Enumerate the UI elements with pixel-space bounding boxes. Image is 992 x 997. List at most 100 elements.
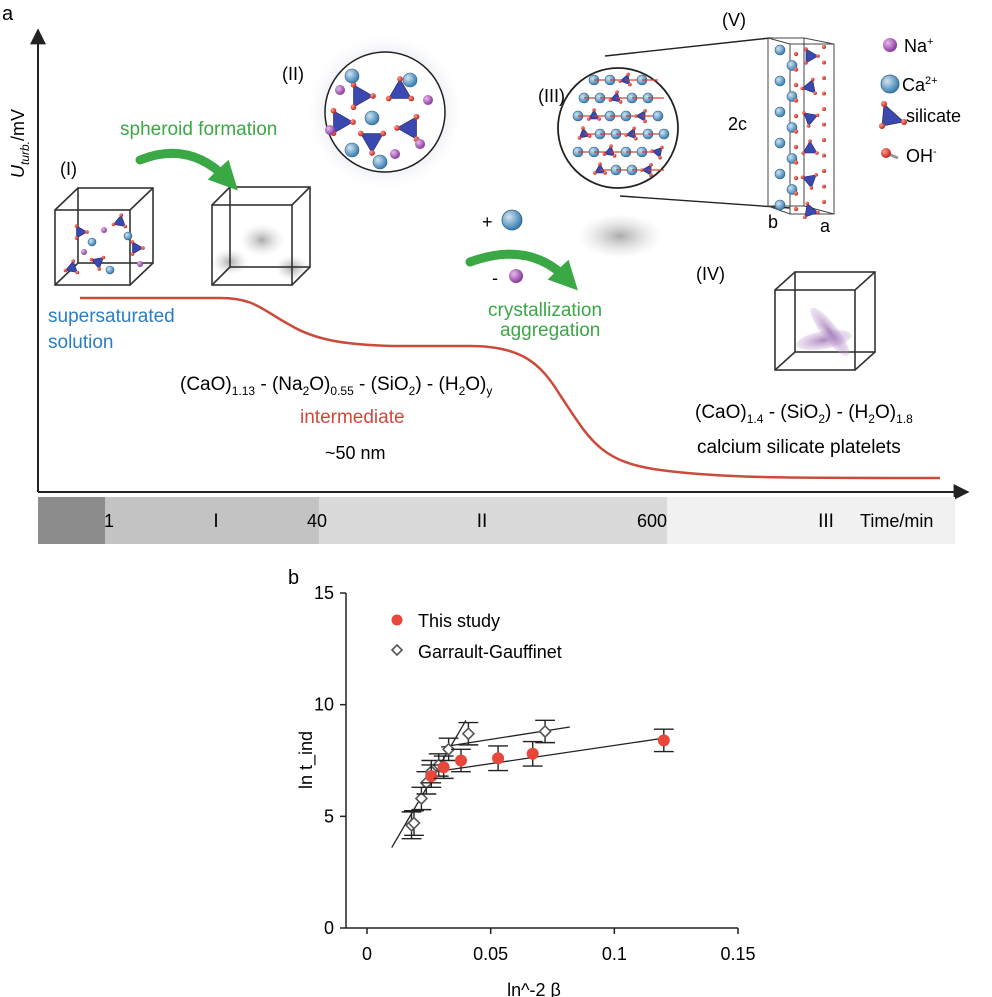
formula-part: y (486, 384, 492, 398)
oxygen-atom (119, 213, 124, 217)
oxygen-atom (804, 47, 808, 51)
cell-label-b: b (768, 212, 778, 232)
y-axis-label: Uturb./mV (8, 109, 32, 178)
oxygen-atom (615, 90, 619, 94)
oxygen-atom (618, 100, 623, 104)
supersaturated-label-2: solution (48, 332, 114, 353)
na-ion-removed (509, 269, 523, 283)
oxygen-atom (370, 93, 376, 99)
oxygen-atom (822, 76, 826, 80)
intermediate-label: intermediate (300, 407, 405, 428)
this-study-point (437, 761, 450, 774)
silicate-tetrahedron (801, 174, 817, 189)
x-axis-label-b: ln^-2 β (507, 980, 561, 997)
oxygen-atom (603, 171, 607, 175)
formula-part: O) (875, 402, 896, 423)
oxygen-atom (793, 129, 799, 134)
oxygen-atom (643, 119, 647, 123)
na-ion (335, 85, 345, 95)
oxygen-atom (413, 113, 420, 120)
oxygen-atom (822, 60, 826, 65)
silicate-tetrahedron (578, 127, 591, 139)
cube-supersaturated (54, 187, 154, 286)
oxygen-atom (793, 206, 799, 212)
panel-b: b 0 0.05 0.1 0.15 0 5 10 15 ln^-2 β ln t_ind This … (288, 567, 756, 997)
y-tick-label: 0 (324, 918, 334, 938)
ca-ion (344, 68, 360, 84)
na-ion (137, 261, 143, 267)
na-ion (423, 95, 433, 105)
na-legend-label: Na+ (904, 36, 933, 56)
ca-ion (402, 72, 418, 88)
oxygen-atom (801, 151, 805, 155)
silicate-tetrahedron (802, 140, 818, 154)
this-study-point (454, 754, 467, 767)
oxygen-atom (793, 51, 799, 57)
this-study-point (492, 752, 505, 765)
oxygen-atom (803, 215, 807, 219)
stage-label-II: (II) (282, 64, 304, 84)
ca-ion (87, 237, 97, 247)
x-tick-label: 0.1 (602, 944, 627, 964)
y-tick-label: 10 (314, 695, 334, 715)
oxygen-atom (592, 108, 596, 112)
plus-sign: + (482, 212, 493, 232)
silicate-legend-label: silicate (906, 106, 961, 126)
oxygen-atom (640, 168, 644, 172)
oxygen-atom (626, 72, 630, 77)
na-ion (81, 249, 87, 255)
timeline-tick-40: 40 (307, 511, 327, 531)
oxygen-atom (822, 153, 826, 158)
silicate-tetrahedron (112, 214, 126, 227)
oxygen-atom (75, 270, 80, 275)
formula-part: 1.4 (747, 412, 764, 426)
oxygen-atom (822, 138, 826, 142)
silicate-tetrahedron (609, 91, 622, 103)
this-study-point (425, 770, 438, 783)
this-study-point (526, 747, 539, 760)
silicate-tetrahedron (594, 163, 606, 174)
oxygen-atom (793, 144, 799, 150)
oxygen-atom (608, 98, 613, 102)
oxygen-atom (815, 151, 819, 155)
scatter-plot: 0 0.05 0.1 0.15 0 5 10 15 ln^-2 β ln t_ind This st… (296, 583, 756, 997)
oxygen-atom (618, 79, 622, 83)
ca-ion (774, 75, 786, 87)
cube-platelets (774, 271, 876, 371)
oxygen-atom (141, 246, 145, 250)
oxygen-atom (649, 163, 653, 167)
silicate-tetrahedron (805, 48, 819, 64)
silicate-tetrahedron (803, 112, 819, 127)
oxygen-atom (350, 104, 357, 111)
oxygen-atom (650, 149, 654, 153)
this-study-point (657, 734, 670, 747)
oxygen-atom (822, 184, 826, 189)
silicate-tetrahedron (801, 78, 816, 94)
formula-part: 2 (868, 412, 875, 426)
oxygen-atom (380, 130, 387, 137)
timeline-segment-3 (667, 497, 955, 544)
timeline-tick-1: 1 (104, 511, 114, 531)
formula-part: 2 (818, 412, 825, 426)
silicate-tetrahedron (588, 109, 600, 120)
panel-b-label: b (288, 567, 299, 589)
ca-ion (652, 110, 664, 122)
silicate-tetrahedron (90, 257, 104, 270)
na-ion (101, 227, 107, 233)
oxygen-atom (602, 152, 607, 156)
gg-point (461, 727, 476, 741)
formula-part: ) - (H (825, 402, 868, 423)
timeline-segment-1 (105, 497, 319, 544)
oxygen-atom (822, 200, 826, 204)
cell-label-2c: 2c (728, 114, 747, 134)
oh-legend-label: OH- (906, 146, 937, 166)
formula-part: 2 (303, 384, 310, 398)
minus-sign: - (492, 268, 498, 288)
oxygen-atom (581, 126, 585, 130)
gg-point (538, 724, 552, 739)
ions-supersaturated (63, 213, 145, 275)
crystal-zoom-circle (557, 37, 791, 209)
oxygen-atom (632, 126, 636, 131)
ca-legend-icon (880, 74, 900, 94)
